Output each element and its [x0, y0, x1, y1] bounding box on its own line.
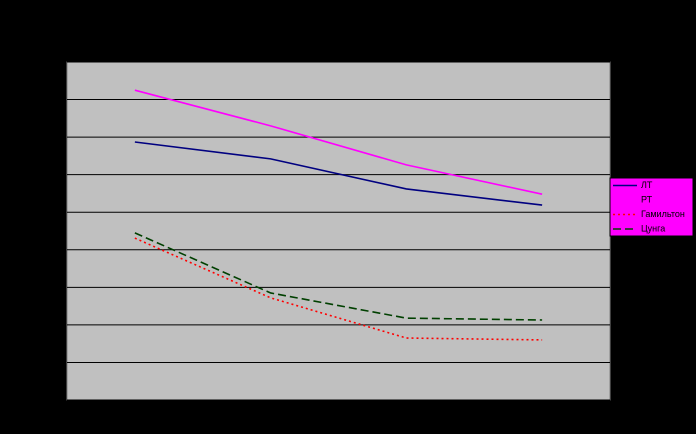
- legend-label: Гамильтон: [641, 209, 685, 219]
- y-tick-label: 3: [56, 282, 61, 292]
- series-line: [134, 89, 543, 195]
- y-tick-label: 9: [56, 56, 61, 66]
- plot-area: [66, 61, 611, 401]
- y-tick-label: 6: [56, 169, 61, 179]
- legend-label: РТ: [641, 194, 653, 204]
- legend-label: Цунга: [641, 223, 665, 233]
- series-line: [134, 141, 543, 206]
- legend-label: ЛТ: [641, 180, 653, 190]
- y-tick-label: 4: [56, 244, 61, 254]
- y-tick-label: 8: [56, 94, 61, 104]
- y-tick-label: 2: [56, 319, 61, 329]
- legend-box: [609, 177, 694, 237]
- series-line: [134, 232, 543, 321]
- y-tick-label: 0: [56, 394, 61, 404]
- y-tick-label: 7: [56, 131, 61, 141]
- y-tick-label: 1: [56, 357, 61, 367]
- y-tick-label: 5: [56, 207, 61, 217]
